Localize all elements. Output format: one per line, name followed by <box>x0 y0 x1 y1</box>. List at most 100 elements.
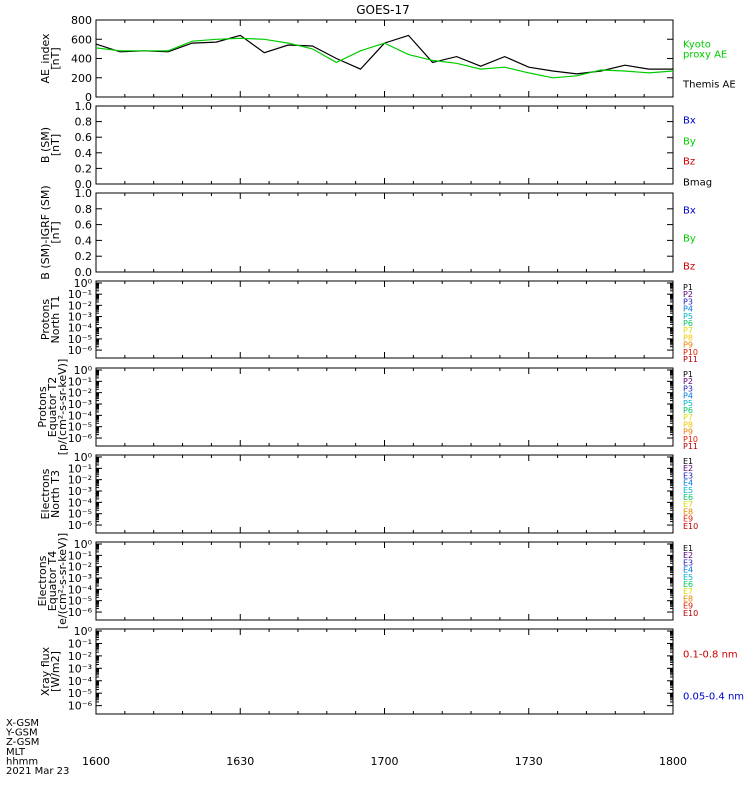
legend-entry: P5 <box>683 399 693 408</box>
panel-frame <box>95 541 674 621</box>
y-tick-label: 10⁻³ <box>68 311 92 324</box>
legend-entry: P1 <box>683 283 693 292</box>
y-tick-label: 10⁻⁵ <box>68 333 92 346</box>
y-tick-label: 0.8 <box>75 203 93 216</box>
y-tick-label: 10⁻⁵ <box>68 687 92 700</box>
legend-entry: E6 <box>683 493 693 502</box>
y-tick-label: 0.0 <box>75 266 93 279</box>
y-tick-label: 10⁻⁶ <box>68 606 93 619</box>
y-tick-label: 10⁻¹ <box>68 637 92 650</box>
series-line-themis-ae <box>95 34 673 75</box>
y-axis-label: Protons <box>36 386 49 427</box>
legend-entry: P8 <box>683 333 693 342</box>
bottom-row-label: Y-GSM <box>5 728 38 739</box>
legend-entry: Kyoto <box>683 40 711 51</box>
legend-entry: P2 <box>683 290 693 299</box>
y-axis-label: Protons <box>39 299 52 340</box>
legend-entry: Bmag <box>683 178 712 189</box>
legend-entry: P1 <box>683 370 693 379</box>
panel-3: 0.0 0.2 0.4 0.6 0.8 1.0 B (SM)-IGRF (SM)[nT] Bx… <box>39 185 696 279</box>
legend-entry: P6 <box>683 406 693 415</box>
x-tick-label: 1600 <box>82 755 110 768</box>
y-axis-label: [nT] <box>49 134 62 156</box>
legend-entry: E8 <box>683 594 693 603</box>
legend-entry: E4 <box>683 566 693 575</box>
y-tick-label: 10⁻⁴ <box>68 496 93 509</box>
y-axis-label: [p/(cm²-s-sr-keV)] <box>56 359 69 456</box>
y-tick-label: 10⁰ <box>74 538 93 551</box>
y-tick-label: 10⁻¹ <box>68 549 92 562</box>
legend-entry: Bz <box>683 157 695 168</box>
bottom-row-label: hhmm <box>6 756 38 767</box>
panel-frame <box>95 454 674 534</box>
legend-entry: P11 <box>683 442 698 451</box>
legend-entry: P8 <box>683 420 693 429</box>
y-axis-label: [e/(cm²-s-sr-keV)] <box>56 533 69 629</box>
legend-entry: E1 <box>683 457 693 466</box>
legend-entry: E3 <box>683 471 693 480</box>
y-tick-label: 10⁻⁶ <box>68 432 93 445</box>
y-tick-label: 600 <box>71 33 92 46</box>
legend-entry: E2 <box>683 464 693 473</box>
plot-title: GOES-17 <box>356 3 410 17</box>
legend-entry: P7 <box>683 413 693 422</box>
legend-entry: E1 <box>683 544 693 553</box>
x-tick-label: 1800 <box>659 755 687 768</box>
legend-entry: By <box>683 137 696 148</box>
legend-entry: P9 <box>683 428 693 437</box>
legend-entry: E9 <box>683 515 693 524</box>
legend-entry: P11 <box>683 355 698 364</box>
legend-entry: E8 <box>683 507 693 516</box>
legend-entry: E4 <box>683 479 693 488</box>
y-axis-label: B (SM) <box>39 127 52 163</box>
y-tick-label: 10⁰ <box>74 277 93 290</box>
x-tick-label: 1700 <box>371 755 399 768</box>
panel-frame <box>95 192 674 273</box>
y-tick-label: 0.4 <box>75 234 93 247</box>
bottom-row-label: 2021 Mar 23 <box>6 766 69 777</box>
y-tick-label: 0.0 <box>75 178 93 191</box>
y-tick-label: 10⁻³ <box>68 398 92 411</box>
y-axis-label: Electrons <box>39 468 52 519</box>
y-tick-label: 10⁻¹ <box>68 375 92 388</box>
y-tick-label: 10⁻⁵ <box>68 595 92 608</box>
y-tick-label: 10⁻¹ <box>68 462 92 475</box>
bottom-row-label: Z-GSM <box>6 737 39 748</box>
legend-entry: P9 <box>683 341 693 350</box>
y-axis-label: Xray flux <box>39 646 52 696</box>
y-tick-label: 10⁻⁶ <box>68 700 93 713</box>
y-tick-label: 0.4 <box>75 147 93 160</box>
y-tick-label: 10⁻⁵ <box>68 421 92 434</box>
legend-entry: By <box>683 234 696 245</box>
y-tick-label: 10⁻³ <box>68 662 92 675</box>
panel-frame <box>95 280 674 359</box>
y-tick-label: 0.2 <box>75 250 93 263</box>
legend-entry: E5 <box>683 486 693 495</box>
legend-entry: P3 <box>683 297 693 306</box>
y-tick-label: 1.0 <box>75 100 93 113</box>
y-tick-label: 10⁻² <box>68 299 92 312</box>
legend-entry: E10 <box>683 522 698 531</box>
y-tick-label: 10⁻⁶ <box>68 519 93 532</box>
bottom-row-label: MLT <box>6 747 26 758</box>
y-tick-label: 10⁻³ <box>68 485 92 498</box>
y-axis-label: AE_index <box>39 33 52 84</box>
legend-entry: P10 <box>683 435 698 444</box>
legend-entry: P3 <box>683 384 693 393</box>
panel-frame <box>95 367 674 447</box>
y-tick-label: 10⁻⁴ <box>68 583 93 596</box>
y-axis-label: North T3 <box>49 470 62 518</box>
y-tick-label: 10⁻⁴ <box>68 409 93 422</box>
legend-entry: E7 <box>683 500 693 509</box>
y-tick-label: 10⁻² <box>68 387 92 400</box>
y-axis-label: North T1 <box>49 296 62 344</box>
y-tick-label: 10⁻³ <box>68 572 92 585</box>
legend-entry: E3 <box>683 558 693 567</box>
legend-entry: P10 <box>683 348 698 357</box>
